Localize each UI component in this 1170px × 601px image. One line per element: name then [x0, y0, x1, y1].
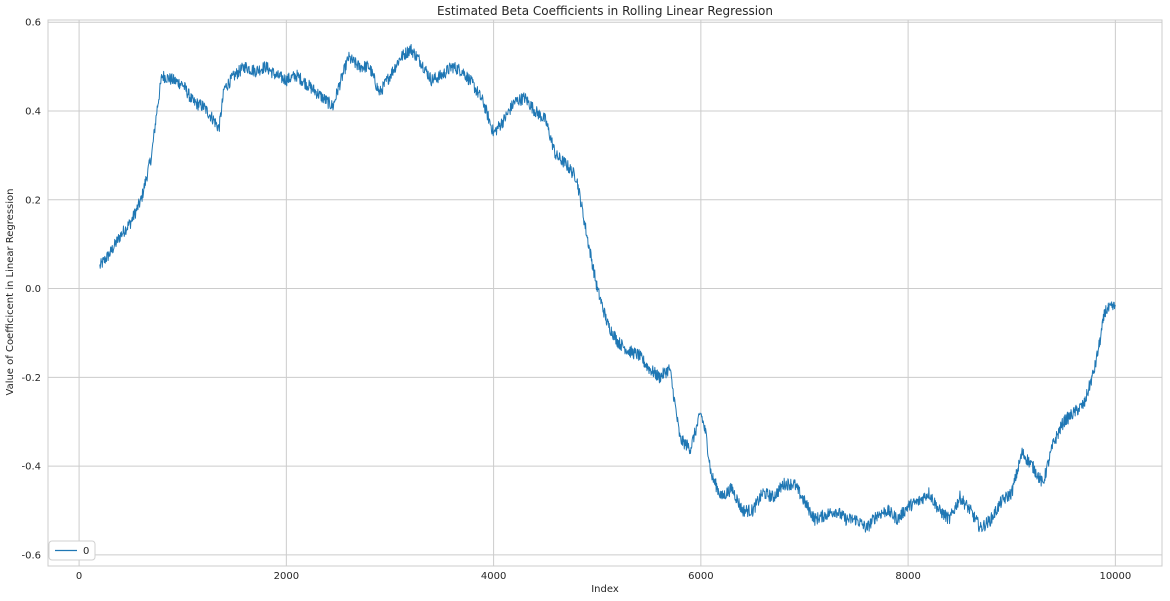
x-axis-label: Index	[591, 584, 619, 595]
series-line-0	[99, 43, 1116, 533]
x-tick-label: 10000	[1099, 571, 1131, 582]
y-tick-label: 0.0	[25, 284, 41, 295]
x-tick-label: 4000	[481, 571, 506, 582]
grid-lines	[48, 20, 1162, 566]
x-tick-label: 2000	[274, 571, 299, 582]
y-tick-label: 0.2	[25, 195, 41, 206]
y-tick-label: -0.2	[21, 373, 41, 384]
y-tick-labels: -0.6 -0.4 -0.2 0.0 0.2 0.4 0.6	[21, 18, 41, 562]
plot-frame	[47, 19, 1163, 567]
y-tick-label: 0.4	[25, 107, 41, 118]
legend: 0	[48, 540, 96, 561]
x-tick-label: 0	[76, 571, 82, 582]
x-tick-labels: 0 2000 4000 6000 8000 10000	[76, 571, 1131, 582]
x-tick-label: 8000	[895, 571, 920, 582]
y-axis-label: Value of Coefficicent in Linear Regressi…	[5, 189, 16, 396]
y-tick-label: -0.4	[21, 462, 41, 473]
series-group	[99, 43, 1116, 533]
y-tick-label: 0.6	[25, 18, 41, 29]
y-tick-label: -0.6	[21, 550, 41, 561]
x-tick-label: 6000	[688, 571, 713, 582]
legend-label: 0	[83, 546, 89, 557]
chart-title: Estimated Beta Coefficients in Rolling L…	[437, 4, 773, 18]
